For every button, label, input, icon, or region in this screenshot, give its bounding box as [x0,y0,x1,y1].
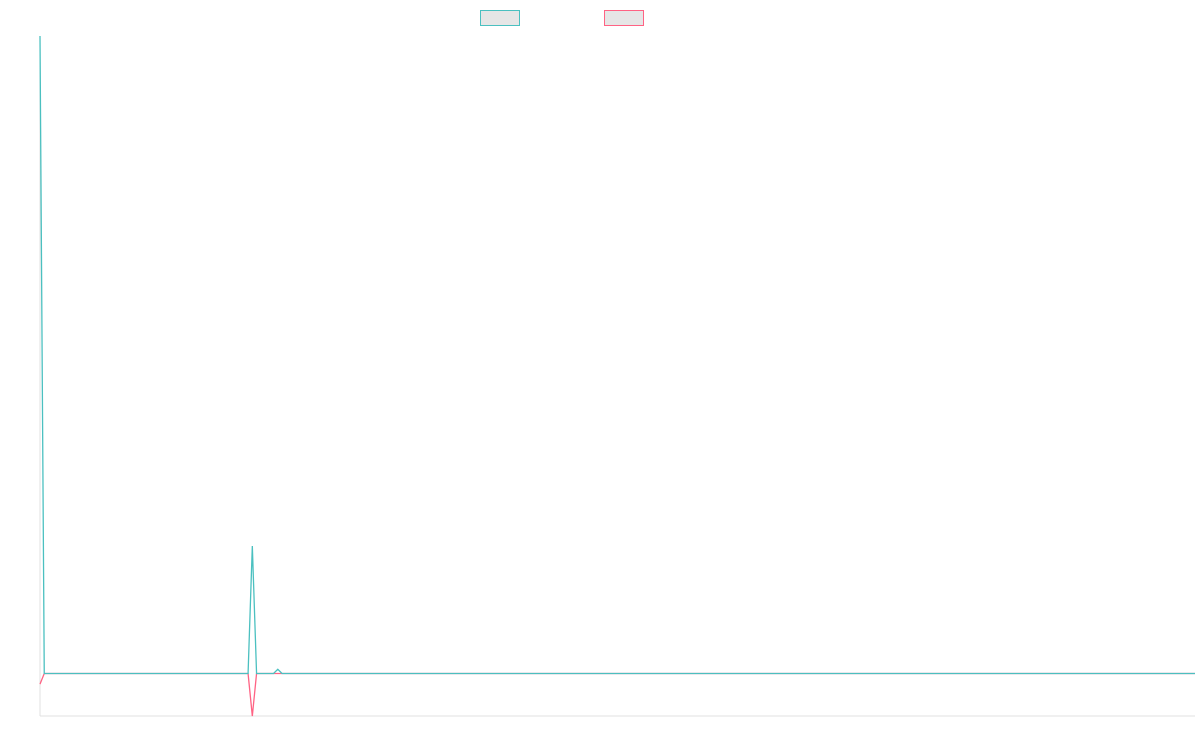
series-line-2 [39,672,1195,717]
legend-swatch-series-1 [480,10,520,26]
chart-legend [0,10,1200,28]
legend-item-series-2[interactable] [604,10,652,26]
legend-swatch-series-2 [604,10,644,26]
series-line-1 [39,35,1195,675]
legend-item-series-1[interactable] [480,10,528,26]
